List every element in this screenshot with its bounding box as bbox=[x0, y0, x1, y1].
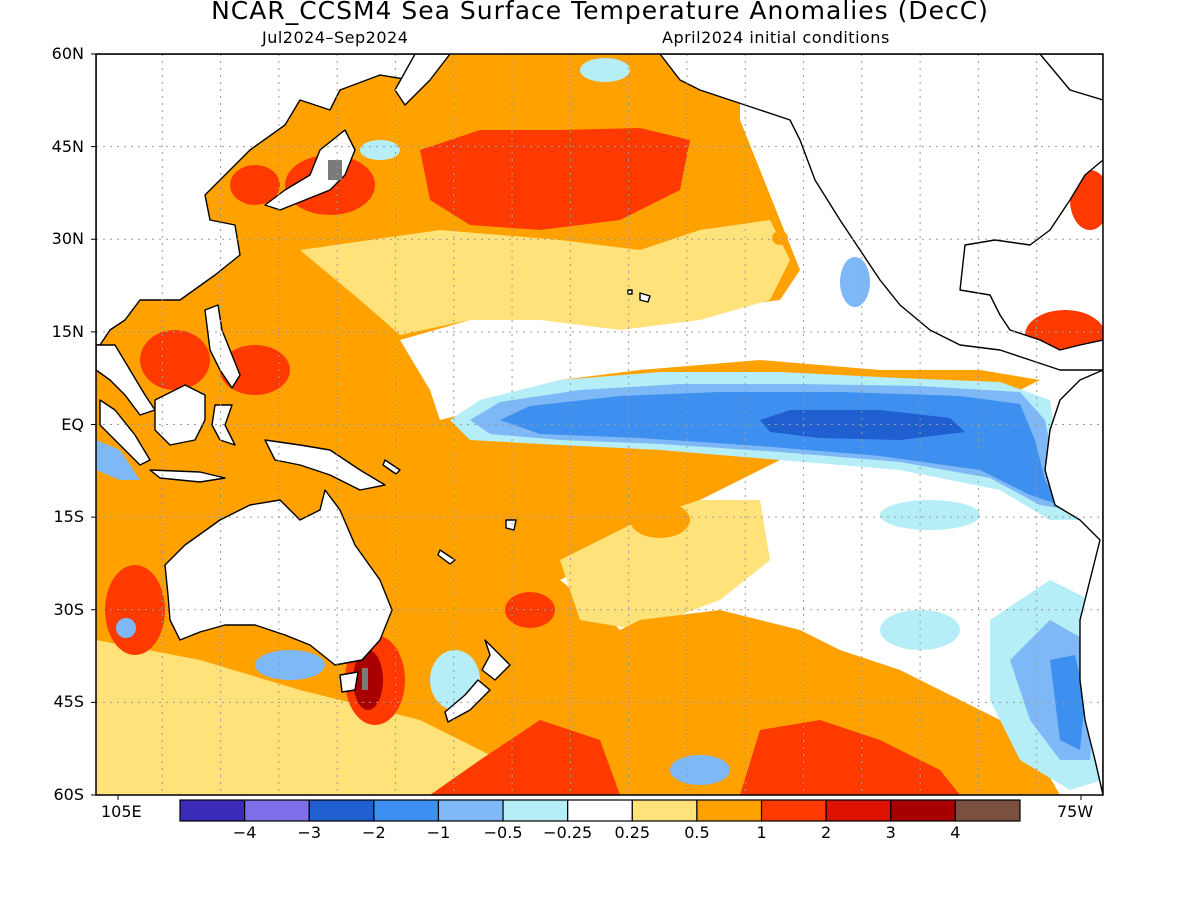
lat-label: 45N bbox=[51, 136, 84, 156]
southern-ocean-warm-patch bbox=[430, 720, 620, 795]
colorbar-swatch bbox=[631, 799, 698, 822]
fiji bbox=[505, 519, 517, 531]
tasmania bbox=[339, 671, 359, 693]
sumatra bbox=[99, 399, 151, 466]
sw-indian-warm-patch bbox=[105, 565, 165, 655]
southern-ocean-warm-patch-east bbox=[740, 720, 960, 795]
missing-data-tasman bbox=[362, 668, 368, 690]
colorbar-swatch bbox=[373, 799, 440, 822]
colorbar-swatch bbox=[825, 799, 892, 822]
chart-title: NCAR_CCSM4 Sea Surface Temperature Anoma… bbox=[211, 0, 989, 25]
indochina bbox=[96, 344, 156, 416]
colorbar-swatch bbox=[179, 799, 246, 822]
colorbar-label: −2 bbox=[362, 823, 386, 842]
new-guinea bbox=[264, 439, 386, 491]
colorbar-label: 0.25 bbox=[614, 823, 651, 842]
java bbox=[149, 469, 226, 483]
asia-mainland bbox=[96, 54, 421, 346]
colorbar-label: −0.25 bbox=[543, 823, 593, 842]
japan bbox=[264, 129, 356, 211]
colorbar-label: −3 bbox=[297, 823, 322, 842]
colorbar-swatch bbox=[954, 799, 1021, 822]
cool-patch-okhotsk bbox=[360, 140, 400, 160]
weak-warm-band-sw bbox=[96, 640, 520, 795]
colorbar-swatch bbox=[890, 799, 956, 822]
nw-pacific-warm-core bbox=[420, 128, 690, 230]
colorbar-label: −0.5 bbox=[483, 823, 523, 842]
colorbar-swatch bbox=[244, 799, 310, 822]
missing-data-sakhalin bbox=[328, 160, 342, 180]
anomaly-field bbox=[96, 54, 1103, 795]
lat-label: 45S bbox=[53, 692, 84, 712]
small-warm-patch-1 bbox=[772, 231, 788, 245]
north-america bbox=[659, 54, 1103, 371]
colorbar-label: −1 bbox=[426, 823, 451, 842]
lat-label: 30S bbox=[53, 599, 84, 619]
cold-tongue-core bbox=[760, 410, 965, 440]
colorbar-label: 2 bbox=[821, 823, 832, 842]
hawaii bbox=[627, 289, 651, 303]
south-america bbox=[1044, 369, 1103, 795]
cool-patch-bering bbox=[580, 58, 630, 82]
lat-label: 60N bbox=[51, 44, 84, 63]
colorbar-label: −4 bbox=[232, 823, 257, 842]
lat-label: 30N bbox=[51, 229, 84, 249]
land bbox=[96, 54, 1103, 795]
cool-patch-chile-strong bbox=[1050, 655, 1085, 750]
kamchatka bbox=[394, 54, 451, 106]
colorbar-swatch bbox=[308, 799, 375, 822]
northeast-land bbox=[1039, 54, 1103, 101]
colorbar-swatch bbox=[696, 799, 763, 822]
colorbar-swatch bbox=[760, 799, 827, 822]
lat-label: 15N bbox=[51, 321, 84, 341]
weak-warm-band-south bbox=[560, 500, 770, 630]
new-zealand-south bbox=[444, 679, 491, 723]
philippine-sea-warm-patch bbox=[220, 345, 290, 395]
period-subtitle: Jul2024–Sep2024 bbox=[262, 28, 409, 47]
lon-label-east: 75W bbox=[1057, 802, 1094, 821]
cool-patch-indian bbox=[116, 618, 136, 638]
korea-warm-patch bbox=[230, 165, 280, 205]
borneo bbox=[154, 384, 206, 446]
lat-label: EQ bbox=[61, 414, 84, 434]
new-zealand-north bbox=[481, 639, 511, 681]
lon-label-west: 105E bbox=[101, 802, 142, 821]
small-warm-patch-2 bbox=[630, 502, 690, 538]
colorbar-label: 3 bbox=[885, 823, 896, 842]
cool-patch-mexico-coast bbox=[840, 257, 870, 307]
colorbar-label: 4 bbox=[950, 823, 961, 842]
colorbar-label: 0.5 bbox=[684, 823, 710, 842]
colorbar-swatch bbox=[567, 799, 633, 822]
australia bbox=[164, 489, 393, 666]
colorbar-swatch bbox=[437, 799, 504, 822]
graticule bbox=[96, 54, 1103, 795]
cool-patch-south-pacific bbox=[880, 610, 960, 650]
new-caledonia bbox=[437, 549, 456, 565]
weak-warm-band-north bbox=[300, 220, 790, 335]
cool-patch-se-pacific-1 bbox=[880, 500, 980, 530]
colorbar-swatch bbox=[502, 799, 569, 822]
colorbar bbox=[179, 799, 1021, 822]
solomon-islands bbox=[382, 459, 401, 475]
axis-ticks bbox=[91, 53, 1082, 800]
cool-patch-southern-ocean bbox=[670, 755, 730, 785]
cool-patch-south-australia bbox=[255, 650, 325, 680]
cool-patch-indonesia bbox=[96, 440, 140, 480]
colorbar-label: 1 bbox=[756, 823, 767, 842]
philippines bbox=[204, 304, 241, 389]
south-china-sea-warm-patch bbox=[140, 330, 210, 390]
lat-label: 15S bbox=[53, 507, 84, 527]
lat-label: 60S bbox=[53, 785, 84, 804]
initial-conditions-subtitle: April2024 initial conditions bbox=[662, 28, 890, 47]
